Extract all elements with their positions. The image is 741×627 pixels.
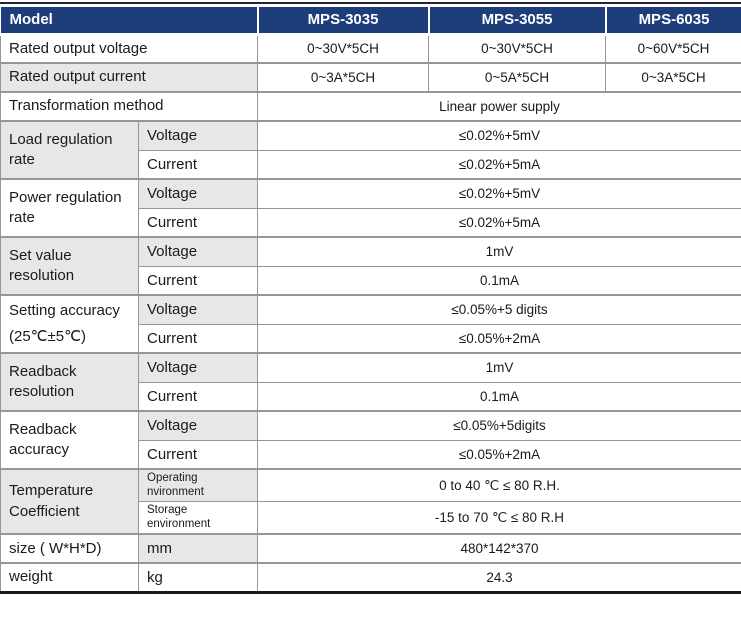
value-cell: ≤0.02%+5mA <box>257 207 741 238</box>
row-readback-accuracy-current: Current ≤0.05%+2mA <box>1 439 741 470</box>
column-header-mps-3035: MPS-3035 <box>256 7 429 36</box>
value-cell: 0.1mA <box>257 381 741 412</box>
header-row: Model MPS-3035 MPS-3055 MPS-6035 <box>0 7 741 36</box>
row-label: Rated output current <box>0 62 258 93</box>
group-label-set-value-resolution: Set value resolution <box>0 236 139 296</box>
row-load-regulation-voltage: Load regulation rate Voltage ≤0.02%+5mV <box>0 120 741 180</box>
sub-label-storage-environment: Storage environment <box>138 501 258 535</box>
sub-label-voltage: Voltage <box>138 120 258 151</box>
sub-label-current: Current <box>138 381 258 412</box>
group-label-readback-accuracy: Readback accuracy <box>0 410 139 470</box>
column-header-mps-6035: MPS-6035 <box>604 7 741 36</box>
row-label: Rated output voltage <box>0 33 258 64</box>
sub-label-operating-environment: Operating nvironment <box>138 468 258 503</box>
sub-label-voltage: Voltage <box>138 178 258 209</box>
value-cell: 0.1mA <box>257 265 741 296</box>
row-label-size: size ( W*H*D) <box>0 533 139 564</box>
sub-label-current: Current <box>138 207 258 238</box>
row-readback-accuracy-voltage: Readback accuracy Voltage ≤0.05%+5digits <box>0 410 741 470</box>
sub-label-current: Current <box>138 323 258 354</box>
sub-label-current: Current <box>138 439 258 470</box>
value-cell-mps-6035: 0~60V*5CH <box>605 33 741 64</box>
row-rated-output-voltage: Rated output voltage 0~30V*5CH 0~30V*5CH… <box>0 33 741 64</box>
row-weight: weight kg 24.3 <box>0 562 741 594</box>
value-cell: ≤0.05%+5 digits <box>257 294 741 325</box>
value-cell: ≤0.05%+2mA <box>257 323 741 354</box>
value-cell: ≤0.02%+5mV <box>257 120 741 151</box>
value-cell: 1mV <box>257 352 741 383</box>
sub-label-current: Current <box>138 265 258 296</box>
group-label-line2: (25℃±5℃) <box>9 328 86 345</box>
value-cell: 24.3 <box>257 562 741 594</box>
value-cell: ≤0.02%+5mV <box>257 178 741 209</box>
value-cell: ≤0.05%+5digits <box>257 410 741 441</box>
sub-label-line1: Operating <box>147 472 198 484</box>
sub-label-line2: environment <box>147 517 211 530</box>
row-load-regulation-current: Current ≤0.02%+5mA <box>1 149 741 180</box>
column-header-mps-3055: MPS-3055 <box>427 7 606 36</box>
sub-label-line2: nvironment <box>147 485 204 498</box>
model-header-cell: Model <box>0 7 258 36</box>
value-cell-mps-6035: 0~3A*5CH <box>605 62 741 93</box>
row-set-value-resolution-current: Current 0.1mA <box>1 265 741 296</box>
value-cell-mps-3035: 0~3A*5CH <box>257 62 429 93</box>
value-cell: -15 to 70 ℃ ≤ 80 R.H <box>257 501 741 535</box>
sub-label-voltage: Voltage <box>138 294 258 325</box>
group-label-temperature-coefficient: Temperature Coefficient <box>0 467 139 535</box>
row-transformation-method: Transformation method Linear power suppl… <box>0 91 741 122</box>
top-rule <box>0 2 741 4</box>
row-setting-accuracy-current: Current ≤0.05%+2mA <box>1 323 741 354</box>
row-set-value-resolution-voltage: Set value resolution Voltage 1mV <box>0 236 741 296</box>
sub-label-voltage: Voltage <box>138 236 258 267</box>
sub-label-voltage: Voltage <box>138 410 258 441</box>
row-readback-resolution-current: Current 0.1mA <box>1 381 741 412</box>
row-setting-accuracy-voltage: Setting accuracy (25℃±5℃) Voltage ≤0.05%… <box>0 294 741 354</box>
value-cell: ≤0.05%+2mA <box>257 439 741 470</box>
unit-label-mm: mm <box>138 533 258 564</box>
value-cell: ≤0.02%+5mA <box>257 149 741 180</box>
group-label-line1: Setting accuracy <box>9 301 120 319</box>
row-size: size ( W*H*D) mm 480*142*370 <box>0 533 741 564</box>
spec-table: Model MPS-3035 MPS-3055 MPS-6035 Rated o… <box>0 7 741 594</box>
row-rated-output-current: Rated output current 0~3A*5CH 0~5A*5CH 0… <box>0 62 741 93</box>
row-label: Transformation method <box>0 91 258 122</box>
row-readback-resolution-voltage: Readback resolution Voltage 1mV <box>0 352 741 412</box>
value-cell-mps-3035: 0~30V*5CH <box>257 33 429 64</box>
group-label-setting-accuracy: Setting accuracy (25℃±5℃) <box>0 294 139 354</box>
sub-label-current: Current <box>138 149 258 180</box>
group-label-load-regulation: Load regulation rate <box>0 120 139 180</box>
sub-label-line1: Storage <box>147 504 188 517</box>
value-cell: 0 to 40 ℃ ≤ 80 R.H. <box>257 468 741 503</box>
row-temperature-storage: Storage environment -15 to 70 ℃ ≤ 80 R.H <box>1 501 741 535</box>
group-label-readback-resolution: Readback resolution <box>0 352 139 412</box>
unit-label-kg: kg <box>138 562 258 594</box>
group-label-power-regulation: Power regulation rate <box>0 178 139 238</box>
value-cell: Linear power supply <box>257 91 741 122</box>
sub-label-voltage: Voltage <box>138 352 258 383</box>
value-cell-mps-3055: 0~5A*5CH <box>428 62 606 93</box>
value-cell-mps-3055: 0~30V*5CH <box>428 33 606 64</box>
row-temperature-operating: Temperature Coefficient Operating nviron… <box>0 467 741 535</box>
value-cell: 480*142*370 <box>257 533 741 564</box>
row-power-regulation-voltage: Power regulation rate Voltage ≤0.02%+5mV <box>0 178 741 238</box>
row-power-regulation-current: Current ≤0.02%+5mA <box>1 207 741 238</box>
value-cell: 1mV <box>257 236 741 267</box>
row-label-weight: weight <box>0 562 139 594</box>
